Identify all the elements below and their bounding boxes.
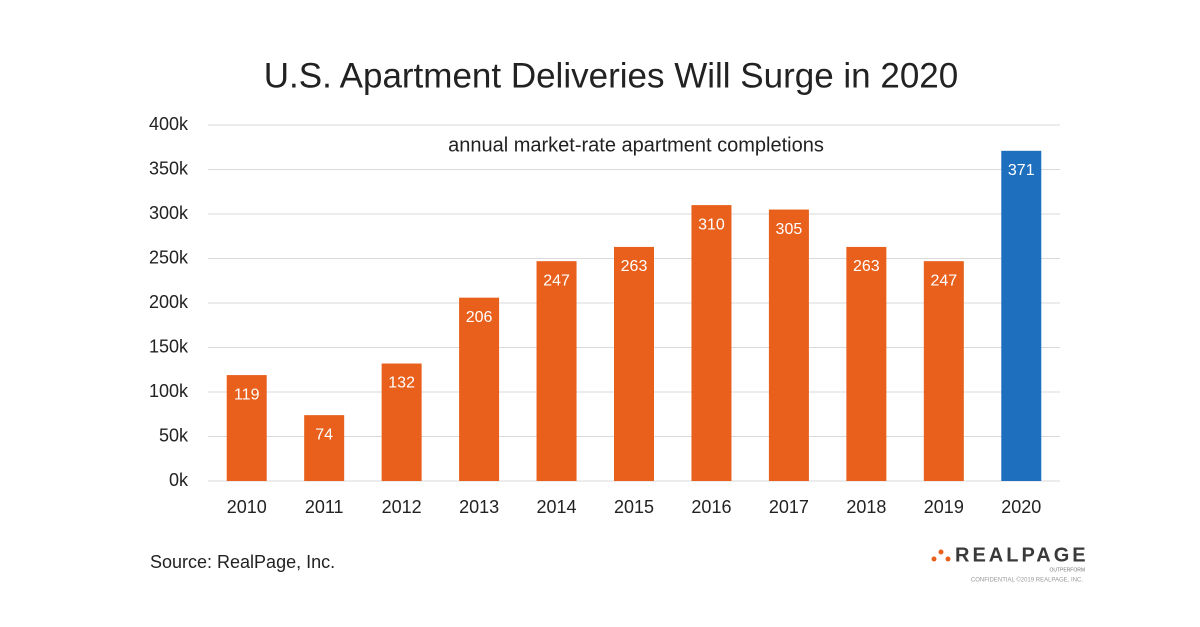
- value-label: 310: [698, 216, 725, 233]
- bar: [304, 415, 345, 481]
- value-label: 305: [776, 221, 803, 238]
- bar: [691, 205, 732, 481]
- x-tick-label: 2018: [846, 497, 886, 517]
- y-tick-label: 50k: [159, 425, 189, 445]
- y-tick-label: 250k: [149, 247, 189, 267]
- bar: [846, 246, 887, 481]
- y-tick-label: 150k: [149, 336, 189, 356]
- value-label: 206: [466, 309, 493, 326]
- logo-notice: CONFIDENTIAL ©2019 REALPAGE, INC.: [971, 577, 1083, 584]
- x-tick-label: 2016: [691, 497, 731, 517]
- x-tick-label: 2011: [305, 497, 344, 517]
- y-tick-label: 0k: [169, 470, 189, 490]
- x-tick-label: 2013: [459, 497, 499, 517]
- value-label: 263: [621, 258, 648, 275]
- x-tick-label: 2015: [614, 497, 654, 517]
- bar: [614, 246, 654, 481]
- x-tick-label: 2012: [382, 497, 422, 517]
- y-tick-label: 200k: [149, 292, 189, 312]
- logo-dot: [938, 549, 944, 555]
- chart-subtitle: annual market-rate apartment completions: [448, 134, 824, 156]
- logo: REALPAGE OUTPERFORM CONFIDENTIAL ©2019 R…: [931, 544, 1089, 584]
- source: Source: RealPage, Inc.: [150, 552, 335, 572]
- value-label: 247: [543, 272, 570, 289]
- y-tick-label: 100k: [149, 381, 189, 401]
- value-label: 247: [930, 272, 957, 289]
- bar: [768, 209, 809, 482]
- value-label: 263: [853, 258, 880, 275]
- bar: [459, 297, 500, 481]
- logo-dot: [945, 556, 951, 562]
- x-tick-label: 2017: [769, 497, 809, 517]
- value-label: 74: [315, 426, 333, 443]
- y-tick-label: 400k: [149, 114, 189, 134]
- bar: [923, 261, 964, 481]
- bar: [1001, 150, 1042, 481]
- x-tick-label: 2020: [1001, 497, 1041, 517]
- logo-tagline: OUTPERFORM: [1049, 567, 1085, 573]
- x-tick-label: 2010: [227, 497, 267, 517]
- chart-title: U.S. Apartment Deliveries Will Surge in …: [264, 56, 958, 95]
- bar: [381, 363, 422, 481]
- y-tick-label: 300k: [149, 203, 189, 223]
- x-tick-label: 2019: [924, 497, 964, 517]
- x-tick-label: 2014: [537, 497, 577, 517]
- value-label: 119: [234, 386, 260, 403]
- value-label: 132: [388, 375, 415, 392]
- bar: [226, 375, 267, 481]
- y-tick-label: 350k: [149, 158, 189, 178]
- value-label: 371: [1008, 162, 1035, 179]
- logo-name: REALPAGE: [955, 544, 1089, 566]
- bar: [536, 261, 577, 481]
- logo-dot: [931, 556, 937, 562]
